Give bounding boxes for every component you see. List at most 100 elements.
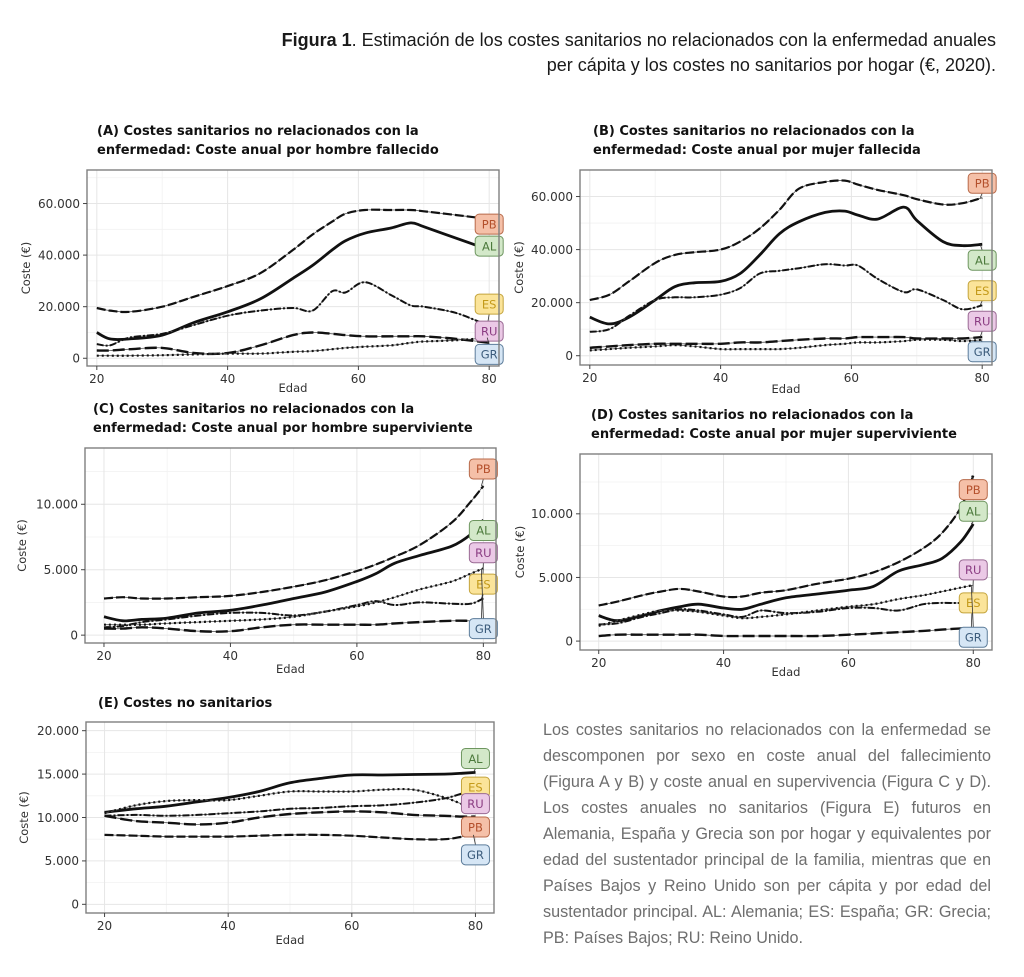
end-label-es: ES <box>474 293 504 327</box>
label-box <box>958 559 988 581</box>
x-axis: 20 40 60 80 <box>89 366 497 386</box>
series-line-gr <box>104 567 484 626</box>
panel-a: (A) Costes sanitarios no relacionados co… <box>0 118 510 398</box>
series-end-labels: AL ES RU PB GR <box>460 747 490 866</box>
chart-c: PB AL RU ES GR 0 5.000 10.000 20 40 60 80 Edad Coste … <box>15 447 498 676</box>
label-text: AL <box>975 254 990 268</box>
label-text: PB <box>482 217 497 231</box>
label-box <box>474 213 504 235</box>
gridlines <box>87 170 499 366</box>
series-line-es <box>598 599 974 626</box>
label-box <box>468 618 498 640</box>
label-connector <box>979 300 983 306</box>
panel-e: (E) Costes no sanitarios AL ES RU PB GR 0 5.00… <box>0 690 510 977</box>
label-text: ES <box>476 577 491 591</box>
chart-b: PB AL ES RU GR 0 20.000 40.000 60.000 20 40 60 80 Eda… <box>512 169 997 396</box>
series-line-al <box>104 771 476 814</box>
label-text: RU <box>965 563 981 577</box>
end-label-pb: PB <box>474 213 504 235</box>
end-label-pb: PB <box>468 458 498 487</box>
label-box <box>460 844 490 866</box>
y-tick-label: 0 <box>72 352 80 366</box>
y-axis: 0 5.000 10.000 <box>531 507 580 648</box>
end-label-al: AL <box>967 244 997 271</box>
y-axis: 0 20.000 40.000 60.000 <box>38 197 87 366</box>
series-end-labels: PB AL RU ES GR <box>468 458 498 640</box>
panel-d-title-line2: enfermedad: Coste anual por mujer superv… <box>591 427 957 442</box>
label-text: RU <box>481 324 497 338</box>
label-box <box>468 519 498 541</box>
y-axis-title: Coste (€) <box>513 526 527 579</box>
x-tick-label: 60 <box>844 371 859 385</box>
series-line-es <box>103 597 484 629</box>
label-text: ES <box>468 780 483 794</box>
label-box <box>967 249 997 271</box>
end-label-es: ES <box>468 573 498 599</box>
label-box <box>474 343 504 365</box>
x-axis-title: Edad <box>279 381 308 395</box>
y-axis-title: Coste (€) <box>19 242 33 295</box>
label-box <box>474 320 504 342</box>
y-tick-label: 5.000 <box>44 563 78 577</box>
x-tick-label: 60 <box>841 656 856 670</box>
x-tick-label: 80 <box>482 372 497 386</box>
label-text: AL <box>468 752 483 766</box>
y-tick-label: 20.000 <box>37 724 79 738</box>
panel-c: (C) Costes sanitarios no relacionados co… <box>0 398 510 678</box>
series-group <box>589 179 983 352</box>
end-label-pb: PB <box>967 172 997 199</box>
label-box <box>460 747 490 769</box>
end-label-ru: RU <box>474 320 504 344</box>
series-group <box>598 475 975 638</box>
label-box <box>967 172 997 194</box>
y-tick-label: 60.000 <box>38 197 80 211</box>
label-box <box>460 793 490 815</box>
end-label-ru: RU <box>967 310 997 338</box>
label-text: AL <box>966 505 981 519</box>
panel-e-title-line1: (E) Costes no sanitarios <box>98 696 273 711</box>
x-tick-label: 20 <box>97 919 112 933</box>
end-label-al: AL <box>958 500 988 525</box>
x-tick-label: 60 <box>349 649 364 663</box>
series-group <box>96 208 490 357</box>
label-text: RU <box>475 546 491 560</box>
y-axis: 0 5.000 10.000 15.000 20.000 <box>37 724 86 912</box>
panel-a-title-line1: (A) Costes sanitarios no relacionados co… <box>97 124 419 139</box>
end-label-pb: PB <box>460 816 490 838</box>
end-label-gr: GR <box>967 339 997 363</box>
x-axis: 20 40 60 80 <box>97 913 483 933</box>
x-tick-label: 40 <box>220 372 235 386</box>
label-connector <box>480 568 484 619</box>
series-line-gr <box>589 338 983 352</box>
end-label-es: ES <box>958 592 988 614</box>
series-line-ru <box>103 619 484 633</box>
gridlines <box>580 170 992 365</box>
label-connector <box>486 337 490 345</box>
x-tick-label: 80 <box>966 656 981 670</box>
y-tick-label: 5.000 <box>45 854 79 868</box>
x-axis-title: Edad <box>772 665 801 679</box>
series-line-es <box>96 281 490 347</box>
panel-d-title: (D) Costes sanitarios no relacionados co… <box>591 406 957 444</box>
label-box <box>468 542 498 564</box>
panel-d: (D) Costes sanitarios no relacionados co… <box>510 398 1024 683</box>
series-end-labels: PB AL ES RU GR <box>967 172 997 363</box>
end-label-al: AL <box>460 747 490 773</box>
plot-border <box>579 169 993 366</box>
y-tick-label: 40.000 <box>38 248 80 262</box>
label-box <box>468 573 498 595</box>
label-box <box>967 280 997 302</box>
label-text: GR <box>481 348 498 362</box>
y-tick-label: 0 <box>565 634 573 648</box>
label-box <box>468 458 498 480</box>
y-tick-label: 10.000 <box>37 811 79 825</box>
y-tick-label: 0 <box>70 628 78 642</box>
chart-d: PB AL RU ES GR 0 5.000 10.000 20 40 60 80 Edad Coste … <box>513 453 993 679</box>
label-text: ES <box>975 284 990 298</box>
label-text: PB <box>966 483 981 497</box>
y-axis-title: Coste (€) <box>15 519 29 572</box>
label-text: GR <box>467 848 484 862</box>
series-end-labels: PB AL ES RU GR <box>474 213 504 365</box>
label-connector <box>480 478 484 487</box>
label-text: AL <box>476 524 491 538</box>
